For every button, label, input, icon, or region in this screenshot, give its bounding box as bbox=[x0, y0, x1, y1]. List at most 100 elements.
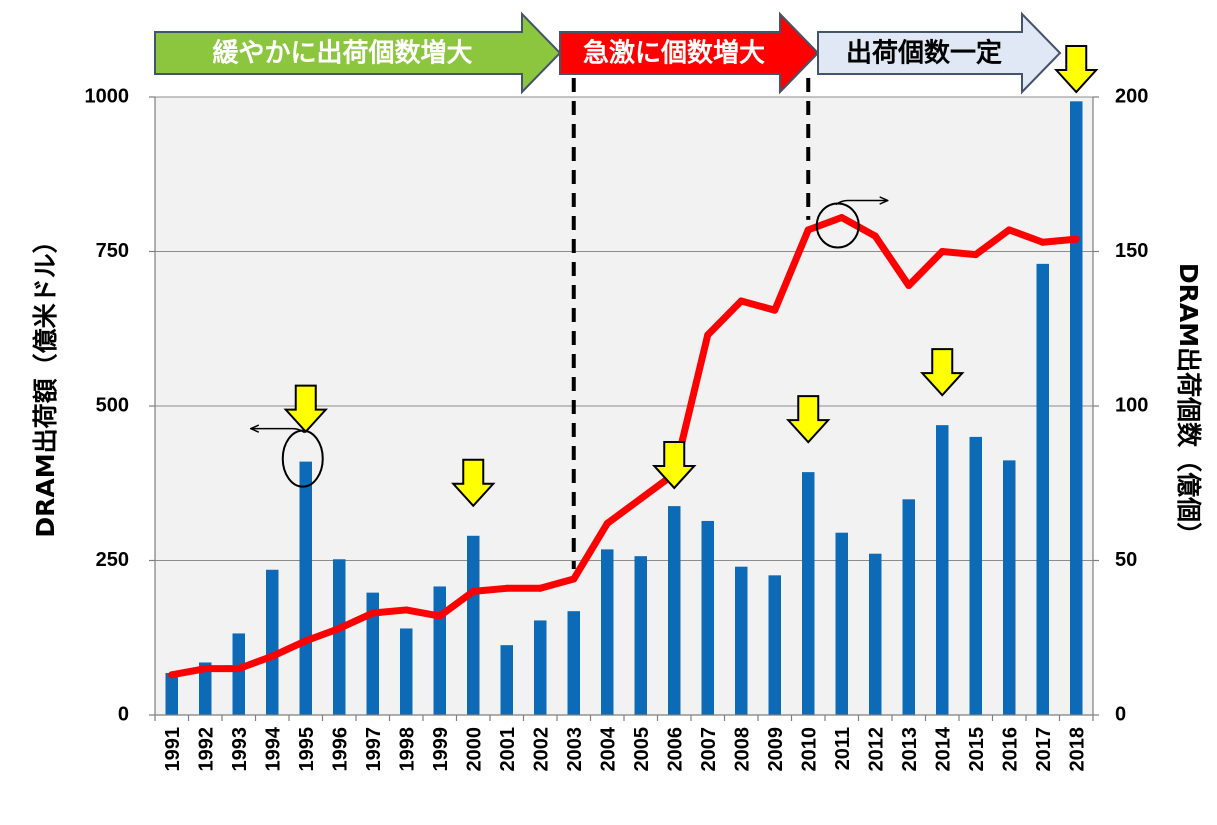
line-point-1992 bbox=[201, 665, 209, 673]
bar-1993 bbox=[232, 633, 245, 715]
bar-2011 bbox=[835, 532, 848, 715]
x-tick-1997: 1997 bbox=[363, 727, 385, 772]
phase-arrow-shape bbox=[559, 11, 820, 95]
axis-annotations bbox=[251, 201, 888, 488]
bar-2017 bbox=[1036, 263, 1049, 715]
line-point-2009 bbox=[771, 306, 779, 314]
line-point-2003 bbox=[570, 575, 578, 583]
x-tick-2011: 2011 bbox=[832, 727, 854, 770]
highlight-arrow-2000 bbox=[450, 458, 496, 508]
x-tick-2018: 2018 bbox=[1066, 727, 1088, 772]
bar-2008 bbox=[735, 566, 748, 715]
phase-label: 緩やかに出荷個数増大 bbox=[212, 39, 472, 69]
right-tick-0: 0 bbox=[1115, 703, 1126, 725]
left-tick-250: 250 bbox=[96, 549, 129, 571]
bar-2012 bbox=[869, 553, 882, 715]
x-tick-2000: 2000 bbox=[463, 727, 485, 772]
line-point-2004 bbox=[603, 519, 611, 527]
bar-1999 bbox=[433, 586, 446, 715]
line-point-2011 bbox=[838, 214, 846, 222]
left-tick-500: 500 bbox=[96, 394, 129, 416]
line-point-1993 bbox=[235, 665, 243, 673]
bar-2006 bbox=[668, 506, 681, 715]
x-tick-2012: 2012 bbox=[865, 727, 887, 772]
bar-2010 bbox=[802, 472, 815, 715]
line-point-1995 bbox=[302, 637, 310, 645]
x-axis-ticks: 1991 1992 1993 1994 1995 1996 1997 1998 1999 2000… bbox=[162, 726, 1089, 771]
x-tick-2010: 2010 bbox=[798, 727, 820, 772]
right-tick-150: 150 bbox=[1115, 240, 1148, 262]
annotation-2011 bbox=[815, 201, 888, 249]
bar-2015 bbox=[969, 436, 982, 715]
annotation-arrow-right bbox=[835, 201, 888, 206]
line-point-2008 bbox=[737, 297, 745, 305]
left-axis-ticks: 0 250 500 750 1000 bbox=[85, 85, 130, 725]
x-tick-1996: 1996 bbox=[329, 727, 351, 772]
line-point-2018 bbox=[1072, 235, 1080, 243]
right-tick-50: 50 bbox=[1115, 549, 1137, 571]
bar-2005 bbox=[634, 556, 647, 715]
bar-2013 bbox=[902, 499, 915, 715]
highlight-arrows bbox=[283, 45, 1099, 508]
highlight-arrow-2014 bbox=[919, 348, 965, 397]
highlight-arrow-2018 bbox=[1053, 45, 1099, 94]
y-axis-left-title: DRAM出荷額（億米ドル） bbox=[31, 228, 60, 537]
line-point-2013 bbox=[905, 281, 913, 289]
x-tick-1994: 1994 bbox=[262, 726, 284, 771]
line-point-2014 bbox=[938, 248, 946, 255]
phase-banner-3: 出荷個数一定 bbox=[817, 11, 1062, 95]
annotation-arrow-left bbox=[251, 429, 306, 434]
x-tick-2014: 2014 bbox=[932, 726, 954, 771]
highlight-arrow-2010 bbox=[785, 395, 831, 444]
bar-2004 bbox=[601, 549, 614, 715]
line-point-2017 bbox=[1039, 238, 1047, 246]
x-tick-2004: 2004 bbox=[597, 726, 619, 771]
bar-1996 bbox=[333, 559, 346, 715]
x-tick-2002: 2002 bbox=[530, 727, 552, 772]
x-tick-2001: 2001 bbox=[497, 727, 519, 772]
annotation-1995 bbox=[251, 429, 324, 488]
phase-label: 出荷個数一定 bbox=[846, 38, 1002, 69]
bar-series bbox=[165, 101, 1083, 716]
line-point-1999 bbox=[436, 612, 444, 620]
phase-arrow-shape bbox=[154, 11, 562, 95]
line-point-2015 bbox=[972, 251, 980, 259]
line-point-1998 bbox=[402, 606, 410, 614]
highlight-arrow-2006 bbox=[651, 440, 697, 490]
line-point-2016 bbox=[1005, 226, 1013, 234]
x-tick-2013: 2013 bbox=[899, 727, 921, 772]
x-tick-1995: 1995 bbox=[296, 727, 318, 772]
line-point-1997 bbox=[369, 609, 377, 617]
axes bbox=[149, 96, 1099, 721]
right-tick-100: 100 bbox=[1115, 394, 1148, 416]
phase-banners: 緩やかに出荷個数増大 急激に個数増大 出荷個数一定 bbox=[154, 11, 1062, 95]
line-point-2010 bbox=[804, 226, 812, 234]
bar-1997 bbox=[366, 592, 379, 715]
line-point-1994 bbox=[268, 652, 276, 660]
bar-2002 bbox=[534, 620, 547, 715]
x-tick-1998: 1998 bbox=[396, 727, 418, 772]
left-tick-750: 750 bbox=[96, 240, 129, 262]
line-point-1996 bbox=[335, 624, 343, 632]
line-point-2002 bbox=[536, 584, 544, 592]
x-tick-2007: 2007 bbox=[698, 727, 720, 772]
phase-banner-1: 緩やかに出荷個数増大 bbox=[154, 11, 562, 95]
right-tick-200: 200 bbox=[1115, 85, 1148, 107]
x-tick-1999: 1999 bbox=[430, 727, 452, 772]
x-tick-2008: 2008 bbox=[731, 727, 753, 772]
bar-2018 bbox=[1070, 101, 1083, 716]
right-axis-ticks: 0 50 100 150 200 bbox=[1115, 85, 1148, 725]
x-tick-2017: 2017 bbox=[1033, 727, 1055, 772]
x-tick-1992: 1992 bbox=[195, 727, 217, 772]
line-point-2012 bbox=[871, 232, 879, 240]
bar-2014 bbox=[936, 425, 949, 715]
x-tick-2009: 2009 bbox=[765, 727, 787, 772]
line-point-2007 bbox=[704, 331, 712, 339]
bar-1992 bbox=[199, 662, 212, 715]
bar-2001 bbox=[500, 645, 513, 715]
bar-2007 bbox=[701, 520, 714, 715]
bar-2009 bbox=[768, 575, 781, 715]
bar-1998 bbox=[400, 628, 413, 715]
line-shipment-count bbox=[168, 214, 1080, 679]
